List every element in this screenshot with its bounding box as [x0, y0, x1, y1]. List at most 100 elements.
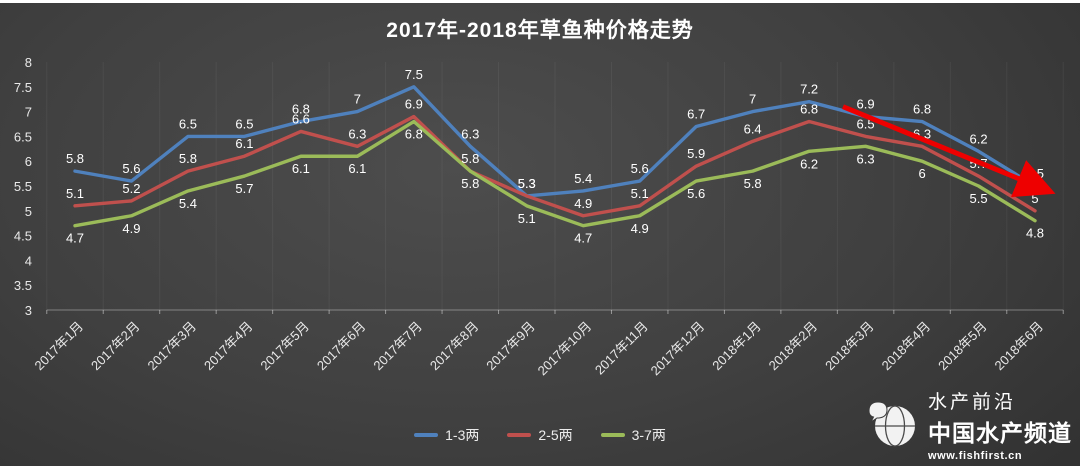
svg-text:5.6: 5.6	[122, 161, 140, 176]
svg-text:5.3: 5.3	[518, 176, 536, 191]
svg-text:2017年1月: 2017年1月	[32, 319, 87, 374]
svg-text:5.6: 5.6	[631, 161, 649, 176]
svg-text:5.1: 5.1	[66, 186, 84, 201]
svg-text:2017年8月: 2017年8月	[427, 319, 482, 374]
svg-text:5.5: 5.5	[969, 191, 987, 206]
svg-text:2018年2月: 2018年2月	[766, 319, 821, 374]
watermark: 水产前沿 中国水产频道 www.fishfirst.cn	[865, 387, 1072, 462]
legend-item-0: 1-3两	[414, 425, 479, 445]
svg-text:7.2: 7.2	[800, 82, 818, 97]
svg-text:6.5: 6.5	[235, 116, 253, 131]
svg-text:7: 7	[25, 105, 32, 120]
svg-text:6: 6	[25, 154, 32, 169]
legend-swatch-icon	[600, 433, 625, 437]
svg-text:4.8: 4.8	[1026, 226, 1044, 241]
svg-text:5.8: 5.8	[461, 176, 479, 191]
top-border	[0, 0, 1080, 3]
svg-text:5: 5	[25, 204, 32, 219]
trend-arrow-annotation	[842, 104, 1056, 198]
svg-text:2017年5月: 2017年5月	[257, 319, 312, 374]
watermark-channel: 中国水产频道	[928, 420, 1072, 446]
svg-text:4.7: 4.7	[574, 231, 592, 246]
legend-item-1: 2-5两	[507, 425, 573, 445]
svg-text:2018年4月: 2018年4月	[879, 319, 934, 374]
data-labels: 5.8 5.6 6.5 6.5 6.8 7 7.5 6.3 5.3 5.4 5.6 6.7 7 7.2 6.…	[66, 67, 1044, 246]
svg-text:5.5: 5.5	[14, 179, 32, 194]
svg-text:5: 5	[1031, 191, 1038, 206]
svg-text:8: 8	[25, 55, 32, 70]
y-axis-labels: 3 3.5 4 4.5 5 5.5 6 6.5 7 7.5 8	[14, 55, 32, 318]
svg-text:5.1: 5.1	[631, 186, 649, 201]
svg-text:6.1: 6.1	[292, 161, 310, 176]
chart-title: 2017年-2018年草鱼种价格走势	[386, 19, 694, 42]
svg-text:3: 3	[25, 303, 32, 318]
legend-label: 1-3两	[445, 427, 480, 443]
svg-text:5.5: 5.5	[1026, 166, 1044, 181]
watermark-brand: 水产前沿	[928, 392, 1017, 413]
svg-text:6: 6	[918, 166, 925, 181]
watermark-text-block: 水产前沿 中国水产频道 www.fishfirst.cn	[928, 387, 1072, 462]
svg-text:5.2: 5.2	[122, 181, 140, 196]
svg-text:7: 7	[749, 92, 756, 107]
svg-text:5.4: 5.4	[574, 171, 592, 186]
svg-text:6.1: 6.1	[348, 161, 366, 176]
svg-text:5.8: 5.8	[66, 151, 84, 166]
svg-text:2017年9月: 2017年9月	[483, 319, 538, 374]
svg-text:2017年3月: 2017年3月	[145, 319, 200, 374]
legend-item-2: 3-7两	[600, 425, 666, 445]
svg-text:6.8: 6.8	[405, 127, 423, 142]
svg-text:4.5: 4.5	[14, 229, 32, 244]
watermark-url: www.fishfirst.cn	[928, 450, 1023, 462]
svg-text:5.4: 5.4	[179, 196, 197, 211]
svg-text:2017年2月: 2017年2月	[88, 319, 143, 374]
series-line-2	[73, 119, 1037, 228]
svg-text:6.6: 6.6	[292, 111, 310, 126]
svg-text:6.7: 6.7	[687, 106, 705, 121]
legend-label: 3-7两	[631, 427, 666, 443]
svg-text:6.8: 6.8	[800, 102, 818, 117]
legend-label: 2-5两	[538, 427, 573, 443]
svg-text:6.3: 6.3	[461, 126, 479, 141]
svg-text:6.5: 6.5	[179, 116, 197, 131]
x-axis	[46, 309, 1064, 314]
svg-text:4.9: 4.9	[574, 196, 592, 211]
svg-text:4: 4	[25, 253, 32, 268]
svg-text:6.8: 6.8	[913, 102, 931, 117]
svg-text:5.7: 5.7	[235, 181, 253, 196]
svg-text:4.9: 4.9	[631, 221, 649, 236]
svg-text:2017年10月: 2017年10月	[535, 319, 595, 379]
svg-text:6.1: 6.1	[235, 136, 253, 151]
svg-text:6.5: 6.5	[14, 129, 32, 144]
svg-text:6.3: 6.3	[348, 126, 366, 141]
svg-text:4.9: 4.9	[122, 221, 140, 236]
svg-text:5.6: 5.6	[687, 186, 705, 201]
x-axis-labels: 2017年1月 2017年2月 2017年3月 2017年4月 2017年5月 2017年…	[32, 319, 1047, 379]
svg-text:2017年4月: 2017年4月	[201, 319, 256, 374]
svg-text:6.2: 6.2	[800, 156, 818, 171]
fishfirst-globe-chat-logo-icon	[868, 400, 915, 447]
svg-text:5.9: 5.9	[687, 146, 705, 161]
svg-text:6.4: 6.4	[744, 121, 762, 136]
svg-text:5.3: 5.3	[518, 176, 536, 191]
svg-text:6.9: 6.9	[405, 97, 423, 112]
svg-text:2018年5月: 2018年5月	[935, 319, 990, 374]
svg-text:7: 7	[354, 92, 361, 107]
svg-text:4.7: 4.7	[66, 231, 84, 246]
svg-text:2018年6月: 2018年6月	[992, 319, 1047, 374]
svg-text:5.8: 5.8	[461, 151, 479, 166]
svg-text:2018年1月: 2018年1月	[709, 319, 764, 374]
svg-text:5.1: 5.1	[518, 211, 536, 226]
svg-text:2017年7月: 2017年7月	[370, 319, 425, 374]
gridlines	[46, 62, 1064, 310]
svg-text:6.8: 6.8	[292, 102, 310, 117]
series-line-1	[73, 114, 1037, 218]
svg-text:5.8: 5.8	[179, 151, 197, 166]
svg-text:7.5: 7.5	[14, 80, 32, 95]
svg-text:7.5: 7.5	[405, 67, 423, 82]
svg-text:6.9: 6.9	[857, 97, 875, 112]
svg-text:2017年6月: 2017年6月	[314, 319, 369, 374]
svg-text:5.8: 5.8	[744, 176, 762, 191]
svg-text:2017年11月: 2017年11月	[592, 319, 651, 378]
